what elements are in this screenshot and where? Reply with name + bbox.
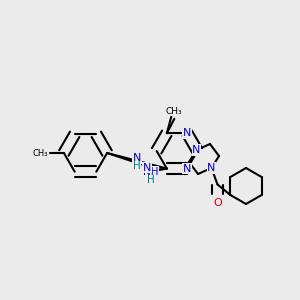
Text: N: N <box>192 145 201 155</box>
Text: N: N <box>183 128 191 138</box>
Text: CH₃: CH₃ <box>166 107 183 116</box>
Text: N: N <box>207 163 216 173</box>
Text: O: O <box>213 198 222 208</box>
Text: N: N <box>183 164 191 174</box>
Text: H: H <box>147 176 155 185</box>
Text: CH₃: CH₃ <box>32 148 48 158</box>
Text: NH: NH <box>142 167 158 177</box>
Text: H: H <box>133 161 141 171</box>
Text: N: N <box>133 153 141 164</box>
Text: N: N <box>143 163 151 173</box>
